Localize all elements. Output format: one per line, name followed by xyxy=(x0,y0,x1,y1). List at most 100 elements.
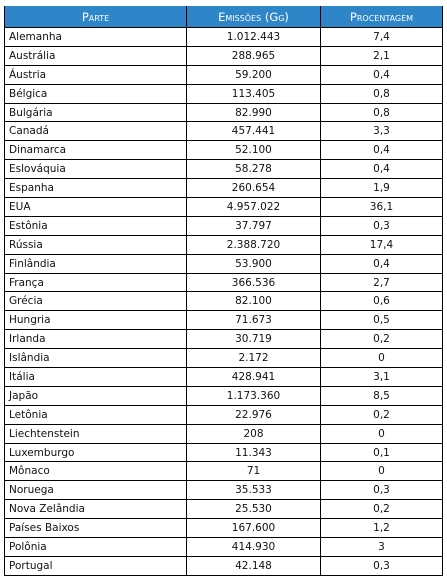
table-row: Bélgica 113.405 0,8 xyxy=(4,83,443,104)
percentage-cell: 0,4 xyxy=(320,64,443,85)
country-cell: Portugal xyxy=(4,555,187,576)
emissions-cell: 37.797 xyxy=(186,215,321,236)
country-cell: Nova Zelândia xyxy=(4,499,187,520)
emissions-cell: 2.172 xyxy=(186,348,321,369)
header-cell: Procentagem xyxy=(320,6,443,28)
percentage-cell: 0,8 xyxy=(320,83,443,104)
country-cell: Mônaco xyxy=(4,461,187,482)
percentage-cell: 0,1 xyxy=(320,442,443,463)
table-row: Noruega 35.533 0,3 xyxy=(4,480,443,501)
table-row: EUA 4.957.022 36,1 xyxy=(4,197,443,217)
country-cell: Espanha xyxy=(4,178,187,199)
percentage-cell: 3 xyxy=(320,537,443,557)
emissions-cell: 208 xyxy=(186,423,321,444)
country-cell: Luxemburgo xyxy=(4,442,187,463)
emissions-cell: 288.965 xyxy=(186,45,321,66)
percentage-cell: 17,4 xyxy=(320,234,443,255)
emissions-cell: 53.900 xyxy=(186,253,321,274)
percentage-cell: 1,9 xyxy=(320,178,443,199)
table-row: Finlândia 53.900 0,4 xyxy=(4,253,443,274)
table-row: Islândia 2.172 0 xyxy=(4,348,443,369)
table-row: Bulgária 82.990 0,8 xyxy=(4,102,443,123)
country-cell: França xyxy=(4,272,187,293)
country-cell: Canadá xyxy=(4,121,187,142)
country-cell: Japão xyxy=(4,385,187,406)
header-cell: Parte xyxy=(4,6,187,28)
emissions-cell: 4.957.022 xyxy=(186,197,321,217)
table-row: Irlanda 30.719 0,2 xyxy=(4,329,443,350)
country-cell: Bélgica xyxy=(4,83,187,104)
percentage-cell: 0,6 xyxy=(320,291,443,312)
emissions-cell: 42.148 xyxy=(186,555,321,576)
percentage-cell: 0,4 xyxy=(320,253,443,274)
table-row: Eslováquia 58.278 0,4 xyxy=(4,159,443,180)
table-row: Estônia 37.797 0,3 xyxy=(4,215,443,236)
table-row: Alemanha 1.012.443 7,4 xyxy=(4,27,443,47)
emissions-cell: 260.654 xyxy=(186,178,321,199)
percentage-cell: 0 xyxy=(320,423,443,444)
emissions-cell: 35.533 xyxy=(186,480,321,501)
percentage-cell: 36,1 xyxy=(320,197,443,217)
table-row: Nova Zelândia 25.530 0,2 xyxy=(4,499,443,520)
table-row: Espanha 260.654 1,9 xyxy=(4,178,443,199)
percentage-cell: 7,4 xyxy=(320,27,443,47)
table-row: Rússia 2.388.720 17,4 xyxy=(4,234,443,255)
country-cell: Itália xyxy=(4,367,187,387)
emissions-cell: 58.278 xyxy=(186,159,321,180)
emissions-cell: 2.388.720 xyxy=(186,234,321,255)
country-cell: Finlândia xyxy=(4,253,187,274)
emissions-cell: 22.976 xyxy=(186,404,321,425)
percentage-cell: 3,1 xyxy=(320,367,443,387)
emissions-cell: 366.536 xyxy=(186,272,321,293)
table-row: Dinamarca 52.100 0,4 xyxy=(4,140,443,161)
emissions-cell: 71.673 xyxy=(186,310,321,331)
country-cell: Países Baixos xyxy=(4,518,187,539)
percentage-cell: 0,3 xyxy=(320,215,443,236)
percentage-cell: 0,5 xyxy=(320,310,443,331)
table-row: Grécia 82.100 0,6 xyxy=(4,291,443,312)
percentage-cell: 0,4 xyxy=(320,159,443,180)
emissions-cell: 71 xyxy=(186,461,321,482)
country-cell: Rússia xyxy=(4,234,187,255)
country-cell: Dinamarca xyxy=(4,140,187,161)
header-cell: Emissões (Gg) xyxy=(186,6,321,28)
table-body: Alemanha 1.012.443 7,4 Austrália 288.965 2,1 Á… xyxy=(4,27,443,576)
country-cell: Islândia xyxy=(4,348,187,369)
table-row: Canadá 457.441 3,3 xyxy=(4,121,443,142)
table-row: França 366.536 2,7 xyxy=(4,272,443,293)
percentage-cell: 0 xyxy=(320,461,443,482)
country-cell: Áustria xyxy=(4,64,187,85)
table-row: Liechtenstein 208 0 xyxy=(4,423,443,444)
percentage-cell: 2,7 xyxy=(320,272,443,293)
emissions-cell: 25.530 xyxy=(186,499,321,520)
table-row: Polônia 414.930 3 xyxy=(4,537,443,557)
emissions-cell: 82.990 xyxy=(186,102,321,123)
country-cell: Bulgária xyxy=(4,102,187,123)
emissions-cell: 414.930 xyxy=(186,537,321,557)
table-row: Itália 428.941 3,1 xyxy=(4,367,443,387)
percentage-cell: 0,2 xyxy=(320,329,443,350)
table-header: Parte Emissões (Gg) Procentagem xyxy=(4,6,443,28)
emissions-cell: 11.343 xyxy=(186,442,321,463)
table-row: Letônia 22.976 0,2 xyxy=(4,404,443,425)
emissions-cell: 52.100 xyxy=(186,140,321,161)
percentage-cell: 0 xyxy=(320,348,443,369)
emissions-cell: 59.200 xyxy=(186,64,321,85)
emissions-cell: 167.600 xyxy=(186,518,321,539)
emissions-cell: 30.719 xyxy=(186,329,321,350)
country-cell: Irlanda xyxy=(4,329,187,350)
table-row: Mônaco 71 0 xyxy=(4,461,443,482)
table-row: Portugal 42.148 0,3 xyxy=(4,555,443,576)
country-cell: Hungria xyxy=(4,310,187,331)
percentage-cell: 0,4 xyxy=(320,140,443,161)
country-cell: Liechtenstein xyxy=(4,423,187,444)
table-row: Japão 1.173.360 8,5 xyxy=(4,385,443,406)
percentage-cell: 0,8 xyxy=(320,102,443,123)
country-cell: Austrália xyxy=(4,45,187,66)
percentage-cell: 0,3 xyxy=(320,480,443,501)
country-cell: EUA xyxy=(4,197,187,217)
table-row: Luxemburgo 11.343 0,1 xyxy=(4,442,443,463)
country-cell: Polônia xyxy=(4,537,187,557)
percentage-cell: 0,2 xyxy=(320,499,443,520)
